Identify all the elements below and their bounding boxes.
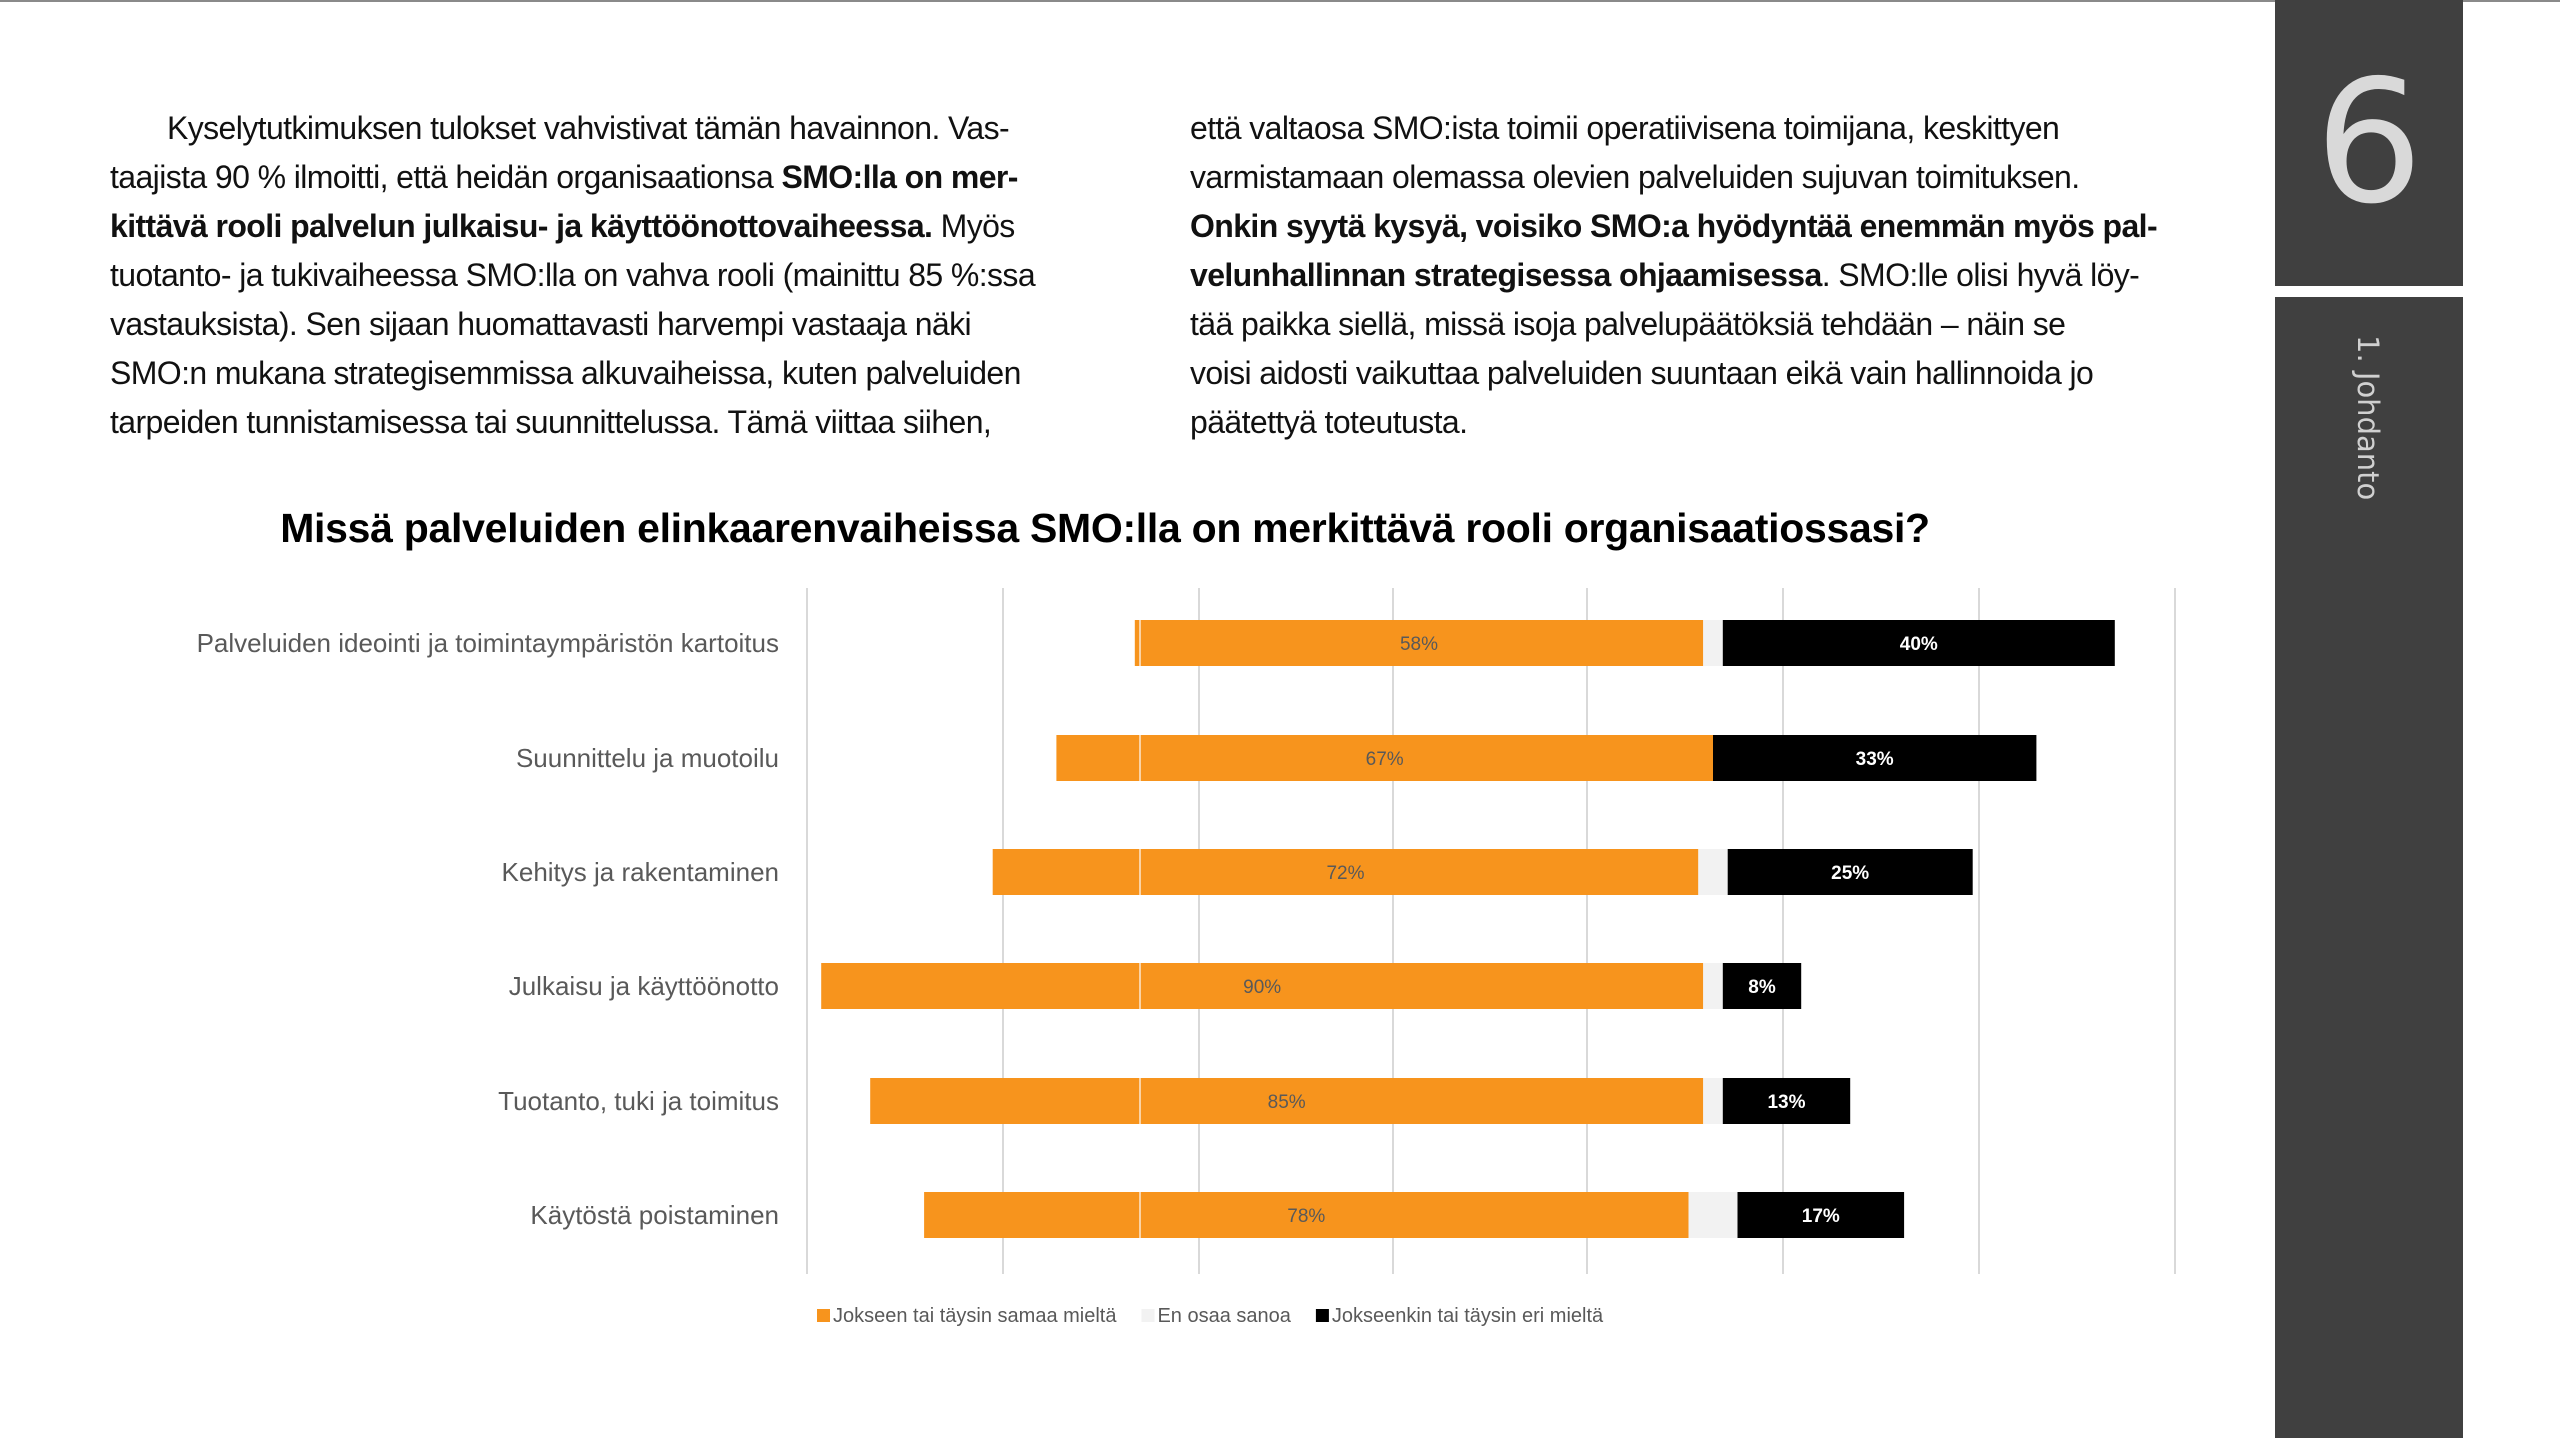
text-line: SMO:n mukana strategisemmissa alkuvaihei… bbox=[110, 349, 1160, 398]
text-segment: . SMO:lle olisi hyvä löy- bbox=[1821, 257, 2140, 293]
text-line: Kyselytutkimuksen tulokset vahvistivat t… bbox=[110, 104, 1160, 153]
text-line: tää paikka siellä, missä isoja palvelupä… bbox=[1190, 300, 2240, 349]
data-label-disagree: 33% bbox=[1856, 749, 1894, 770]
bold-text: kittävä rooli palvelun julkaisu- ja käyt… bbox=[110, 208, 933, 244]
data-label-disagree: 40% bbox=[1900, 634, 1938, 655]
text-line: kittävä rooli palvelun julkaisu- ja käyt… bbox=[110, 202, 1160, 251]
chapter-name: 1. Johdanto bbox=[2351, 335, 2385, 501]
text-segment: SMO:n mukana strategisemmissa alkuvaihei… bbox=[110, 355, 1021, 391]
text-segment: että valtaosa SMO:ista toimii operatiivi… bbox=[1190, 110, 2060, 146]
bold-text: velunhallinnan strategisessa ohjaamisess… bbox=[1190, 257, 1822, 293]
data-label-agree: 90% bbox=[1243, 977, 1281, 998]
body-text-left-column: Kyselytutkimuksen tulokset vahvistivat t… bbox=[110, 104, 1160, 447]
bar-neutral bbox=[1703, 620, 1723, 666]
bar-agree bbox=[924, 1192, 1689, 1238]
bar-neutral bbox=[1698, 849, 1728, 895]
text-segment: varmistamaan olemassa olevien palveluide… bbox=[1190, 159, 2080, 195]
data-label-agree: 78% bbox=[1287, 1206, 1325, 1227]
category-label: Käytöstä poistaminen bbox=[530, 1200, 779, 1230]
category-label: Kehitys ja rakentaminen bbox=[502, 857, 779, 887]
bar-disagree bbox=[1722, 1078, 1851, 1124]
bold-text: SMO:lla on mer- bbox=[781, 159, 1018, 195]
text-segment: taajista 90 % ilmoitti, että heidän orga… bbox=[110, 159, 782, 195]
category-label: Suunnittelu ja muotoilu bbox=[516, 743, 779, 773]
text-line: voisi aidosti vaikuttaa palveluiden suun… bbox=[1190, 349, 2240, 398]
chart-title: Missä palveluiden elinkaarenvaiheissa SM… bbox=[280, 505, 1930, 551]
data-label-agree: 72% bbox=[1326, 863, 1364, 884]
bar-agree bbox=[992, 849, 1699, 895]
data-label-agree: 85% bbox=[1268, 1092, 1306, 1113]
bar-disagree bbox=[1727, 849, 1973, 895]
data-label-agree: 67% bbox=[1366, 749, 1404, 770]
legend-swatch bbox=[817, 1309, 830, 1322]
text-segment: tuotanto- ja tukivaiheessa SMO:lla on va… bbox=[110, 257, 1036, 293]
category-label: Julkaisu ja käyttöönotto bbox=[509, 971, 779, 1001]
legend-label: En osaa sanoa bbox=[1157, 1305, 1291, 1327]
bar-disagree bbox=[1722, 620, 2115, 666]
legend-label: Jokseen tai täysin samaa mieltä bbox=[833, 1305, 1117, 1327]
bar-neutral bbox=[1688, 1192, 1738, 1238]
text-line: tuotanto- ja tukivaiheessa SMO:lla on va… bbox=[110, 251, 1160, 300]
data-label-disagree: 8% bbox=[1748, 977, 1776, 998]
top-border bbox=[0, 0, 2560, 2]
text-line: päätettyä toteutusta. bbox=[1190, 398, 2240, 447]
text-segment: päätettyä toteutusta. bbox=[1190, 404, 1468, 440]
text-line: tarpeiden tunnistamisessa tai suunnittel… bbox=[110, 398, 1160, 447]
legend-swatch bbox=[1141, 1309, 1155, 1322]
bar-agree bbox=[1056, 735, 1713, 781]
text-line: velunhallinnan strategisessa ohjaamisess… bbox=[1190, 251, 2240, 300]
text-line: vastauksista). Sen sijaan huomattavasti … bbox=[110, 300, 1160, 349]
bar-neutral bbox=[1703, 963, 1723, 1009]
chapter-name-tab[interactable]: 1. Johdanto bbox=[2275, 297, 2463, 1438]
category-label: Palveluiden ideointi ja toimintaympärist… bbox=[197, 628, 779, 658]
text-segment: Myös bbox=[932, 208, 1016, 244]
data-label-agree: 58% bbox=[1400, 634, 1438, 655]
text-segment: vastauksista). Sen sijaan huomattavasti … bbox=[110, 306, 972, 342]
bar-agree bbox=[1134, 620, 1704, 666]
text-line: että valtaosa SMO:ista toimii operatiivi… bbox=[1190, 104, 2240, 153]
bar-disagree bbox=[1722, 963, 1802, 1009]
bar-disagree bbox=[1713, 735, 2037, 781]
text-line: Onkin syytä kysyä, voisiko SMO:a hyödynt… bbox=[1190, 202, 2240, 251]
text-line: taajista 90 % ilmoitti, että heidän orga… bbox=[110, 153, 1160, 202]
text-segment: tarpeiden tunnistamisessa tai suunnittel… bbox=[110, 404, 992, 440]
legend-swatch bbox=[1315, 1309, 1329, 1322]
data-label-disagree: 25% bbox=[1831, 863, 1869, 884]
data-label-disagree: 17% bbox=[1802, 1206, 1840, 1227]
bar-agree bbox=[870, 1078, 1704, 1124]
bar-neutral bbox=[1703, 1078, 1723, 1124]
chapter-number: 6 bbox=[2314, 44, 2424, 242]
bar-disagree bbox=[1737, 1192, 1905, 1238]
text-segment: voisi aidosti vaikuttaa palveluiden suun… bbox=[1190, 355, 2094, 391]
chapter-number-tab[interactable]: 6 bbox=[2275, 0, 2463, 286]
legend-label: Jokseenkin tai täysin eri mieltä bbox=[1332, 1305, 1604, 1327]
text-segment: Kyselytutkimuksen tulokset vahvistivat t… bbox=[167, 110, 1010, 146]
bold-text: Onkin syytä kysyä, voisiko SMO:a hyödynt… bbox=[1190, 208, 2158, 244]
text-line: varmistamaan olemassa olevien palveluide… bbox=[1190, 153, 2240, 202]
data-label-disagree: 13% bbox=[1767, 1092, 1805, 1113]
body-text-right-column: että valtaosa SMO:ista toimii operatiivi… bbox=[1190, 104, 2240, 447]
bar-agree bbox=[821, 963, 1704, 1009]
text-segment: tää paikka siellä, missä isoja palvelupä… bbox=[1190, 306, 2066, 342]
category-label: Tuotanto, tuki ja toimitus bbox=[498, 1086, 779, 1116]
